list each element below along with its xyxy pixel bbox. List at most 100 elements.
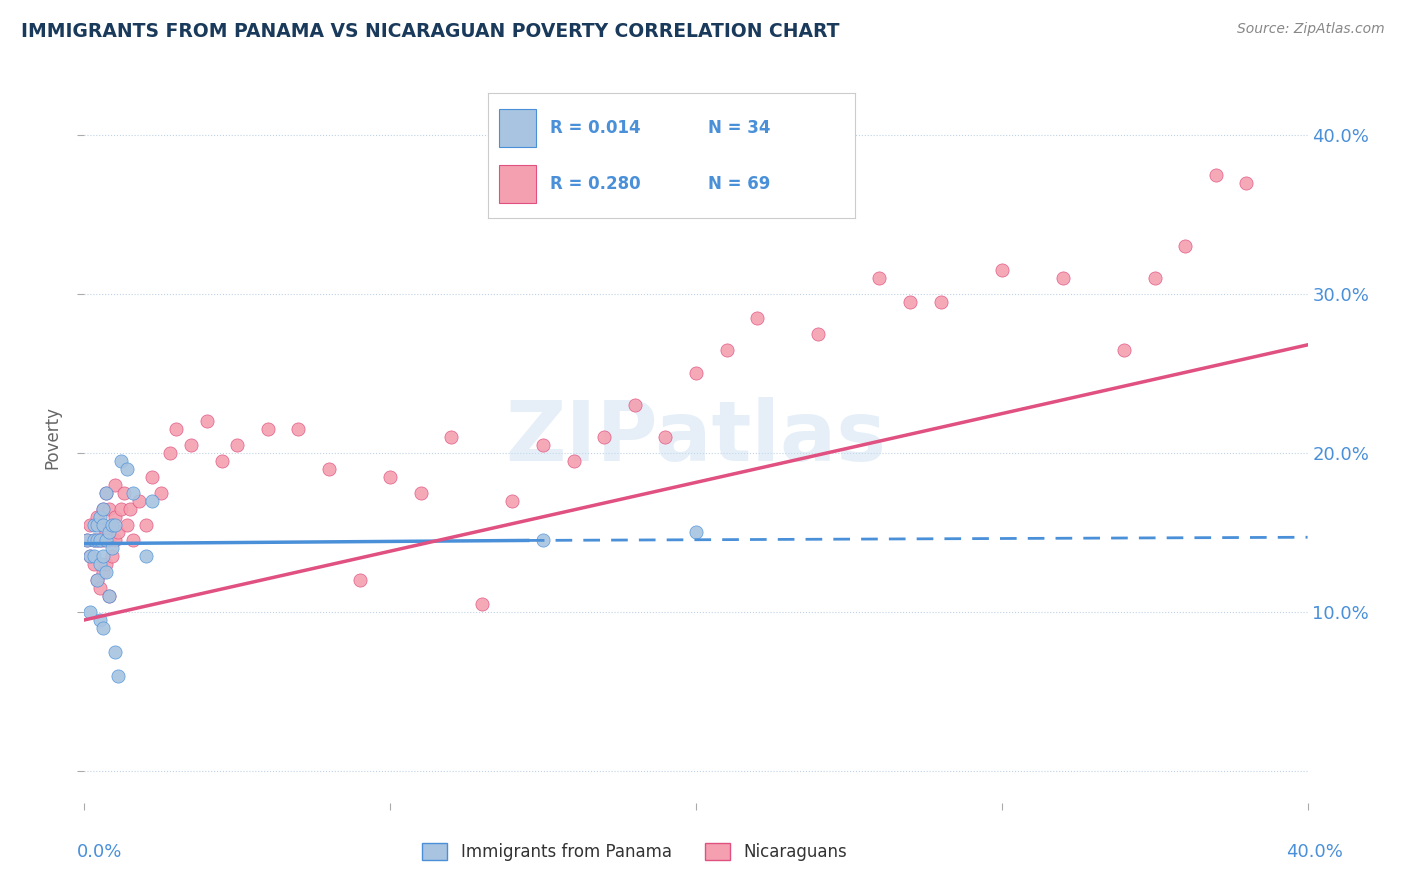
Point bbox=[1174, 239, 1197, 253]
Point bbox=[1114, 343, 1136, 357]
Point bbox=[257, 422, 280, 436]
Point bbox=[89, 558, 111, 572]
Point bbox=[91, 501, 114, 516]
Point bbox=[107, 525, 129, 540]
Point bbox=[89, 533, 111, 548]
Point bbox=[97, 525, 120, 540]
Point bbox=[226, 438, 249, 452]
Point bbox=[195, 414, 218, 428]
Point bbox=[104, 533, 127, 548]
Point bbox=[380, 470, 402, 484]
Point bbox=[91, 566, 114, 580]
Point bbox=[79, 605, 101, 619]
Text: 0.0%: 0.0% bbox=[77, 843, 122, 861]
Point bbox=[135, 517, 157, 532]
Point bbox=[83, 517, 105, 532]
Point bbox=[110, 501, 132, 516]
Point bbox=[83, 533, 105, 548]
Point bbox=[502, 493, 524, 508]
Text: IMMIGRANTS FROM PANAMA VS NICARAGUAN POVERTY CORRELATION CHART: IMMIGRANTS FROM PANAMA VS NICARAGUAN POV… bbox=[21, 22, 839, 41]
Point bbox=[654, 430, 676, 444]
Point bbox=[120, 501, 142, 516]
Point bbox=[211, 454, 233, 468]
Point bbox=[122, 533, 145, 548]
Point bbox=[89, 533, 111, 548]
Point bbox=[716, 343, 738, 357]
Point bbox=[141, 470, 163, 484]
Point bbox=[991, 263, 1014, 277]
Point bbox=[409, 485, 432, 500]
Legend: Immigrants from Panama, Nicaraguans: Immigrants from Panama, Nicaraguans bbox=[416, 836, 853, 868]
Point bbox=[128, 493, 150, 508]
Point bbox=[94, 485, 117, 500]
Text: ZIPatlas: ZIPatlas bbox=[506, 397, 886, 477]
Point bbox=[83, 533, 105, 548]
Point bbox=[94, 558, 117, 572]
Point bbox=[1143, 271, 1166, 285]
Point bbox=[440, 430, 463, 444]
Point bbox=[86, 573, 108, 587]
Point bbox=[76, 533, 98, 548]
Point bbox=[349, 573, 371, 587]
Point bbox=[83, 558, 105, 572]
Point bbox=[531, 533, 554, 548]
Point bbox=[104, 477, 127, 491]
Point bbox=[869, 271, 891, 285]
Point bbox=[91, 621, 114, 635]
Point bbox=[94, 525, 117, 540]
Point bbox=[807, 326, 830, 341]
Point bbox=[86, 573, 108, 587]
Point bbox=[1052, 271, 1074, 285]
Point bbox=[287, 422, 309, 436]
Point bbox=[135, 549, 157, 564]
Point bbox=[89, 581, 111, 595]
Point bbox=[562, 454, 585, 468]
Point bbox=[318, 462, 340, 476]
Point bbox=[149, 485, 172, 500]
Point bbox=[471, 597, 494, 611]
Point bbox=[94, 566, 117, 580]
Point bbox=[97, 533, 120, 548]
Point bbox=[159, 446, 181, 460]
Point bbox=[91, 501, 114, 516]
Point bbox=[79, 549, 101, 564]
Point bbox=[94, 485, 117, 500]
Point bbox=[101, 517, 124, 532]
Point bbox=[747, 310, 769, 325]
Text: Source: ZipAtlas.com: Source: ZipAtlas.com bbox=[1237, 22, 1385, 37]
Point bbox=[91, 533, 114, 548]
Point bbox=[122, 485, 145, 500]
Point bbox=[94, 533, 117, 548]
Point bbox=[104, 645, 127, 659]
Point bbox=[107, 668, 129, 682]
Point bbox=[898, 294, 921, 309]
Y-axis label: Poverty: Poverty bbox=[44, 406, 62, 468]
Point bbox=[101, 541, 124, 556]
Point bbox=[79, 517, 101, 532]
Point bbox=[101, 517, 124, 532]
Point bbox=[101, 549, 124, 564]
Point bbox=[624, 398, 647, 412]
Point bbox=[89, 517, 111, 532]
Point bbox=[89, 509, 111, 524]
Point bbox=[112, 485, 135, 500]
Point bbox=[104, 509, 127, 524]
Point bbox=[165, 422, 187, 436]
Point bbox=[593, 430, 616, 444]
Point bbox=[86, 533, 108, 548]
Point bbox=[115, 517, 138, 532]
Point bbox=[685, 525, 707, 540]
Point bbox=[1205, 168, 1227, 182]
Point bbox=[104, 517, 127, 532]
Point bbox=[141, 493, 163, 508]
Point bbox=[110, 454, 132, 468]
Point bbox=[685, 367, 707, 381]
Point bbox=[91, 549, 114, 564]
Point bbox=[929, 294, 952, 309]
Point bbox=[531, 438, 554, 452]
Point bbox=[86, 533, 108, 548]
Point bbox=[89, 613, 111, 627]
Point bbox=[97, 589, 120, 603]
Point bbox=[79, 549, 101, 564]
Point bbox=[91, 517, 114, 532]
